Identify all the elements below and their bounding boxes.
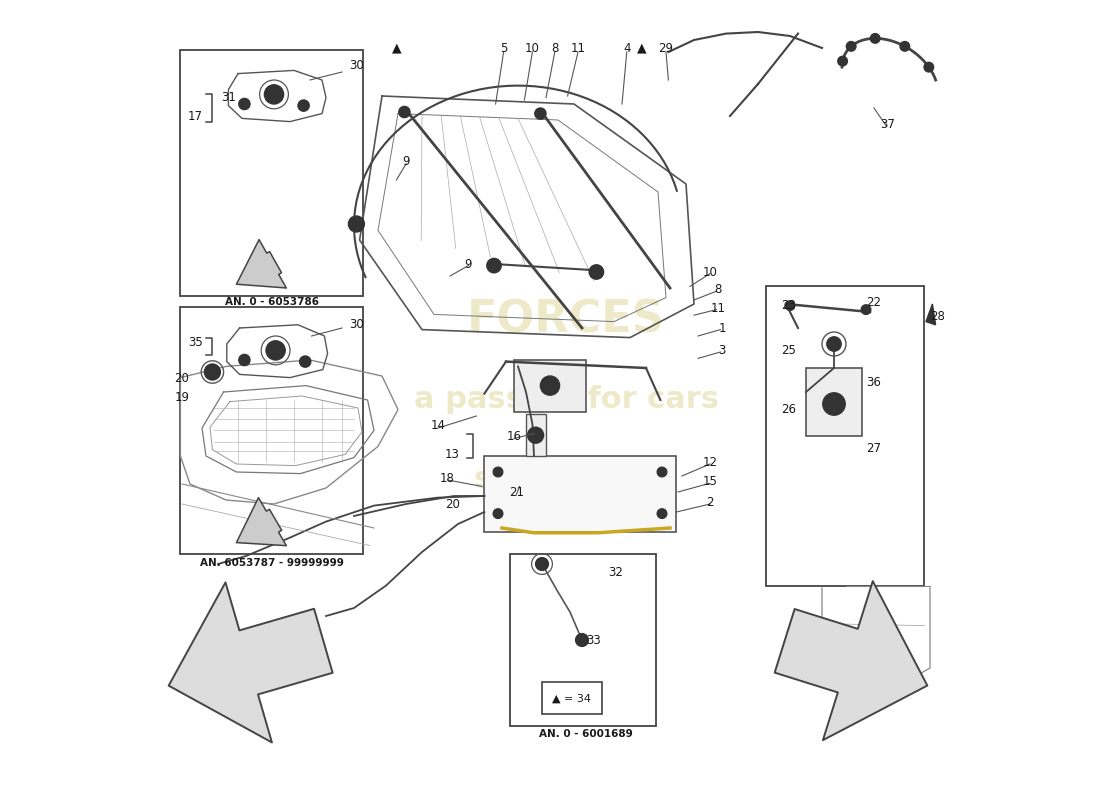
Text: 26: 26	[781, 403, 796, 416]
Text: 29: 29	[659, 42, 673, 54]
Circle shape	[298, 100, 309, 111]
Circle shape	[861, 305, 871, 314]
Circle shape	[590, 265, 604, 279]
Text: FORCES: FORCES	[468, 298, 664, 342]
Text: 14: 14	[430, 419, 446, 432]
Text: 8: 8	[714, 283, 722, 296]
Text: 11: 11	[711, 302, 726, 314]
Text: 9: 9	[464, 258, 472, 270]
Circle shape	[205, 364, 220, 380]
Text: AN. 6053787 - 99999999: AN. 6053787 - 99999999	[200, 558, 343, 568]
Text: 31: 31	[221, 91, 235, 104]
Circle shape	[493, 467, 503, 477]
Circle shape	[239, 354, 250, 366]
Circle shape	[838, 56, 847, 66]
Text: 30: 30	[349, 59, 364, 72]
Text: 5: 5	[499, 42, 507, 54]
Polygon shape	[926, 304, 936, 325]
Text: 22: 22	[867, 296, 881, 309]
Circle shape	[535, 108, 546, 119]
Circle shape	[540, 376, 560, 395]
Text: 33: 33	[586, 634, 602, 646]
Text: AN. 0 - 6053786: AN. 0 - 6053786	[224, 298, 319, 307]
Text: 16: 16	[506, 430, 521, 442]
Bar	[542, 682, 602, 714]
Text: 20: 20	[446, 498, 460, 510]
Text: 17: 17	[188, 110, 204, 122]
Circle shape	[528, 427, 543, 443]
Bar	[514, 360, 586, 412]
Text: 35: 35	[188, 336, 204, 349]
Text: a passion for cars: a passion for cars	[414, 386, 718, 414]
Bar	[484, 456, 676, 532]
Text: 37: 37	[880, 118, 895, 130]
Text: 21: 21	[509, 486, 524, 498]
Circle shape	[823, 393, 845, 415]
Bar	[806, 368, 862, 436]
Bar	[766, 286, 924, 586]
Text: 1: 1	[718, 322, 726, 334]
Bar	[180, 307, 363, 554]
Bar	[510, 554, 656, 726]
Text: 15: 15	[703, 475, 717, 488]
Text: AN. 0 - 6001689: AN. 0 - 6001689	[539, 729, 632, 738]
Text: 12: 12	[703, 456, 717, 469]
Circle shape	[399, 106, 410, 118]
Text: 18: 18	[440, 472, 455, 485]
Text: 9: 9	[403, 155, 409, 168]
Text: 27: 27	[867, 442, 881, 454]
Circle shape	[266, 341, 285, 360]
Bar	[180, 50, 363, 296]
Text: ▲: ▲	[392, 42, 402, 54]
Text: 23: 23	[781, 299, 795, 312]
Text: 11: 11	[571, 42, 585, 54]
Text: 19: 19	[175, 391, 189, 404]
Circle shape	[575, 634, 589, 646]
Text: 32: 32	[608, 566, 623, 578]
Circle shape	[493, 509, 503, 518]
Circle shape	[239, 98, 250, 110]
Text: 28: 28	[931, 310, 945, 322]
Text: 25: 25	[781, 344, 795, 357]
Text: 4: 4	[623, 42, 630, 54]
Text: 8: 8	[551, 42, 559, 54]
Text: 3: 3	[718, 344, 726, 357]
Circle shape	[264, 85, 284, 104]
Circle shape	[536, 558, 549, 570]
Text: 13: 13	[446, 448, 460, 461]
Text: 10: 10	[703, 266, 717, 278]
Circle shape	[827, 337, 842, 351]
Bar	[526, 414, 546, 456]
Text: 10: 10	[525, 42, 540, 54]
Text: ▲ = 34: ▲ = 34	[552, 694, 592, 703]
Text: 2: 2	[706, 496, 714, 509]
Circle shape	[785, 301, 795, 310]
Circle shape	[870, 34, 880, 43]
Circle shape	[900, 42, 910, 51]
Circle shape	[349, 216, 364, 232]
Circle shape	[487, 258, 502, 273]
Circle shape	[846, 42, 856, 51]
Text: 36: 36	[867, 376, 881, 389]
Circle shape	[299, 356, 311, 367]
Circle shape	[657, 509, 667, 518]
Text: 20: 20	[175, 372, 189, 385]
Text: ▲: ▲	[637, 42, 647, 54]
Circle shape	[657, 467, 667, 477]
Circle shape	[924, 62, 934, 72]
Text: since 1985: since 1985	[474, 466, 659, 494]
Text: 30: 30	[349, 318, 364, 330]
